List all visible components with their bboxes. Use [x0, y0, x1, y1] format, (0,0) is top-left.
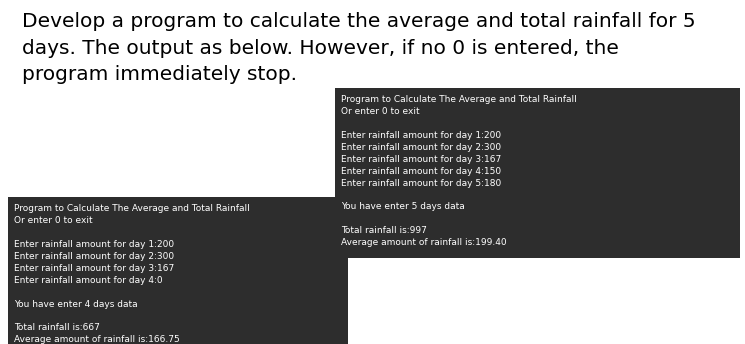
Bar: [8, 197, 348, 344]
Text: Program to Calculate The Average and Total Rainfall
Or enter 0 to exit

Enter ra: Program to Calculate The Average and Tot…: [14, 204, 250, 344]
Text: Program to Calculate The Average and Total Rainfall
Or enter 0 to exit

Enter ra: Program to Calculate The Average and Tot…: [341, 95, 577, 247]
Bar: [335, 88, 740, 258]
Text: Develop a program to calculate the average and total rainfall for 5
days. The ou: Develop a program to calculate the avera…: [22, 12, 696, 84]
